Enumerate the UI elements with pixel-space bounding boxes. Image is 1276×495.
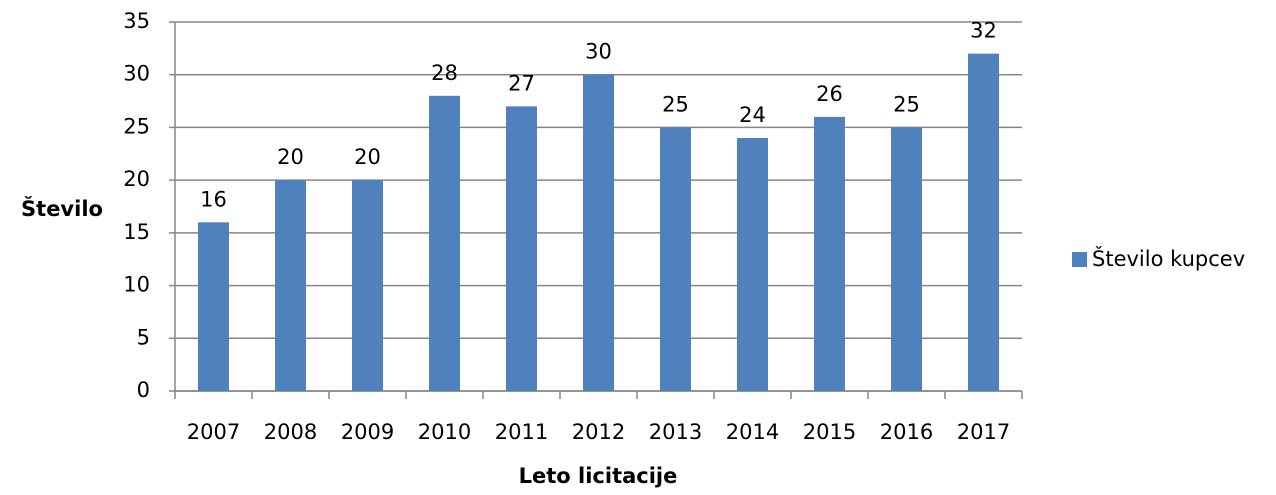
bar	[660, 127, 691, 391]
y-tick-label: 25	[123, 114, 150, 138]
x-tick-label: 2010	[418, 420, 471, 444]
x-tick-label: 2015	[803, 420, 856, 444]
y-tick-label: 20	[123, 167, 150, 191]
x-tick-label: 2012	[572, 420, 625, 444]
x-tick-label: 2007	[187, 420, 240, 444]
data-label: 20	[354, 145, 381, 169]
y-tick-label: 15	[123, 220, 150, 244]
bar	[968, 53, 999, 391]
bar	[814, 116, 845, 391]
y-tick-label: 35	[123, 9, 150, 33]
y-tick-label: 0	[137, 378, 150, 402]
data-label: 32	[970, 19, 997, 43]
x-tick-label: 2008	[264, 420, 317, 444]
x-axis-title: Leto licitacije	[519, 464, 678, 488]
data-label: 26	[816, 82, 843, 106]
data-label: 30	[585, 40, 612, 64]
x-tick-label: 2014	[726, 420, 779, 444]
bar	[737, 137, 768, 391]
bar	[198, 222, 229, 391]
data-label: 25	[893, 92, 920, 116]
x-tick-label: 2011	[495, 420, 548, 444]
bar	[275, 180, 306, 391]
y-tick-label: 30	[123, 62, 150, 86]
legend-swatch	[1072, 252, 1087, 267]
bar	[891, 127, 922, 391]
bar	[506, 106, 537, 391]
x-tick-label: 2013	[649, 420, 702, 444]
y-axis-title: Število	[21, 196, 103, 221]
x-tick-label: 2017	[957, 420, 1010, 444]
data-label: 20	[277, 145, 304, 169]
bar	[429, 95, 460, 392]
data-label: 24	[739, 103, 766, 127]
data-label: 28	[431, 61, 458, 85]
legend-label: Število kupcev	[1092, 246, 1245, 271]
data-label: 27	[508, 71, 535, 95]
data-label: 16	[200, 187, 227, 211]
data-label: 25	[662, 92, 689, 116]
y-tick-label: 5	[137, 325, 150, 349]
x-tick-label: 2009	[341, 420, 394, 444]
x-tick-label: 2016	[880, 420, 933, 444]
bar	[583, 74, 614, 391]
y-tick-label: 10	[123, 273, 150, 297]
bar	[352, 180, 383, 391]
